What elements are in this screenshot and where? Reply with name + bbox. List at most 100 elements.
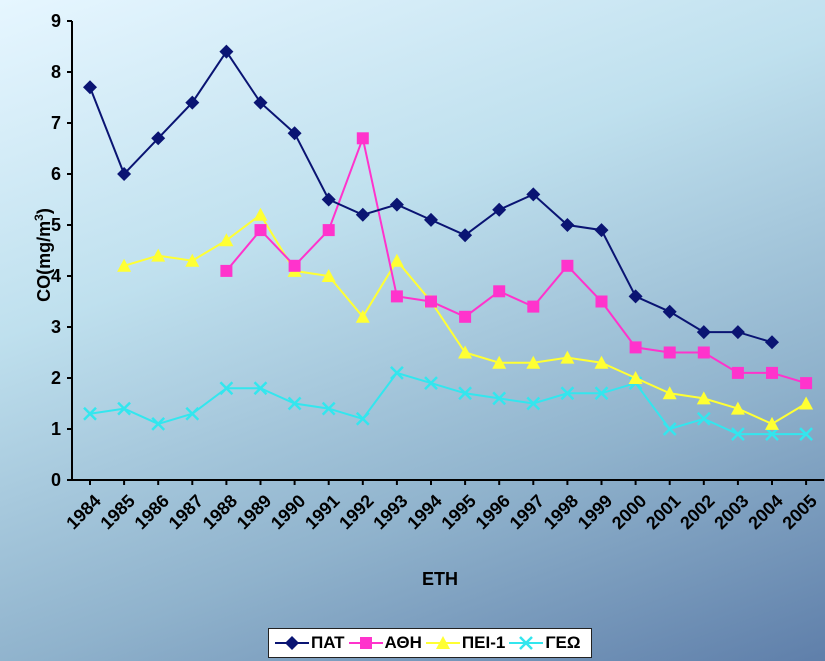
x-tick-label: 2000 (608, 491, 650, 533)
series-1 (83, 44, 779, 350)
data-point (355, 411, 370, 426)
data-point (424, 212, 438, 227)
data-point (151, 131, 166, 146)
y-axis-title-superscript: 3 (32, 214, 46, 221)
data-point (527, 300, 540, 313)
data-point (117, 401, 131, 416)
data-point (594, 223, 609, 238)
x-axis-title: ΕΤΗ (422, 569, 458, 589)
data-point (390, 366, 404, 380)
data-point (594, 386, 609, 401)
data-point (355, 207, 370, 222)
x-tick-label: 1997 (506, 491, 548, 533)
legend-marker (519, 636, 534, 650)
legend-label: ΓΕΩ (545, 633, 581, 652)
data-point (458, 345, 473, 359)
x-tick-label: 2001 (642, 491, 684, 533)
data-point (492, 355, 507, 369)
data-point (561, 259, 574, 272)
x-tick-label: 2005 (778, 491, 820, 533)
data-point (663, 346, 676, 359)
x-tick-label: 1999 (574, 491, 616, 533)
data-point (800, 377, 813, 390)
data-point (560, 386, 575, 401)
data-point (731, 366, 744, 379)
data-point (390, 290, 403, 303)
data-point (526, 396, 541, 411)
data-point (287, 126, 302, 141)
data-point (219, 44, 234, 59)
x-tick-label: 2003 (710, 491, 752, 533)
data-point (253, 381, 268, 396)
legend-marker (359, 637, 372, 649)
data-point (220, 264, 233, 277)
data-point (389, 197, 404, 212)
x-tick-label: 1994 (403, 491, 445, 533)
data-point (288, 259, 301, 272)
data-point (492, 202, 507, 217)
data-point (253, 95, 268, 110)
y-axis-title-text: CO(mg/m (34, 221, 54, 302)
legend-swatch (348, 637, 383, 649)
x-tick-label: 1988 (199, 491, 241, 533)
series-layer (83, 44, 814, 441)
data-point (83, 406, 97, 421)
data-point (389, 253, 404, 267)
y-tick-label: 4 (51, 266, 61, 286)
data-point (628, 289, 643, 304)
data-point (458, 386, 472, 401)
data-point (799, 427, 813, 441)
x-tick-label: 1987 (165, 491, 207, 533)
data-point (185, 253, 200, 267)
data-point (662, 304, 677, 319)
data-point (219, 233, 234, 247)
data-point (765, 335, 779, 350)
data-point (731, 427, 745, 441)
y-tick-label: 9 (51, 11, 61, 31)
x-tick-label: 2002 (676, 491, 718, 533)
data-point (117, 167, 132, 181)
series-line (225, 134, 807, 385)
axes (67, 20, 825, 485)
y-tick-label: 1 (51, 419, 61, 439)
x-tick-label: 1995 (437, 491, 479, 533)
legend-item: ΠΕΙ-1 (425, 633, 506, 653)
y-tick-label: 6 (51, 164, 61, 184)
legend-item: ΑΘΗ (348, 633, 422, 653)
data-point (696, 391, 711, 405)
legend-label: ΠΕΙ-1 (461, 633, 506, 652)
data-point (493, 285, 506, 298)
data-point (185, 406, 200, 421)
legend-marker (285, 636, 299, 650)
legend-item: ΓΕΩ (509, 633, 581, 653)
x-tick-label: 1985 (96, 491, 138, 533)
data-point (730, 401, 745, 415)
x-tick-label: 1984 (62, 491, 104, 533)
x-tick-label: 1992 (335, 491, 377, 533)
x-tick-label: 1993 (369, 491, 411, 533)
data-point (321, 401, 336, 416)
series-3 (117, 207, 814, 430)
data-point (697, 346, 710, 359)
legend-label: ΠΑΤ (311, 633, 345, 652)
y-tick-label: 2 (51, 368, 61, 388)
y-tick-label: 0 (51, 470, 61, 490)
data-point (425, 295, 437, 308)
x-tick-labels: 1984198519861987198819891990199119921993… (62, 491, 821, 533)
data-point (765, 416, 779, 430)
data-point (254, 224, 267, 237)
y-axis-title: CO(mg/m3) (32, 208, 54, 302)
series-line (89, 371, 807, 436)
y-tick-label: 8 (51, 62, 61, 82)
data-point (321, 269, 336, 282)
data-point (117, 258, 132, 272)
data-point (595, 295, 608, 308)
data-point (696, 325, 711, 340)
data-point (322, 224, 335, 237)
data-point (151, 248, 166, 262)
y-axis-title-close: ) (34, 208, 54, 214)
data-point (560, 350, 575, 364)
legend-swatch (425, 636, 460, 649)
